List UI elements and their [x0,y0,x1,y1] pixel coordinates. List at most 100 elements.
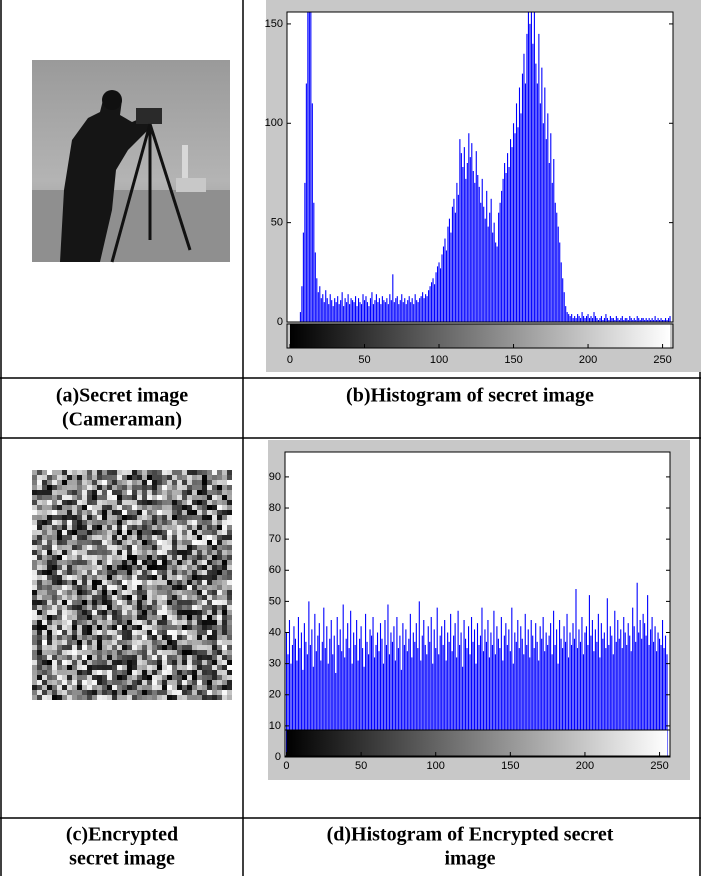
noise-pixel [122,695,127,700]
noise-pixel [202,565,207,570]
noise-pixel [52,590,57,595]
noise-pixel [192,655,197,660]
noise-pixel [62,530,67,535]
noise-pixel [62,665,67,670]
noise-pixel [182,520,187,525]
noise-pixel [87,685,92,690]
noise-pixel [157,680,162,685]
noise-pixel [217,495,222,500]
noise-pixel [117,650,122,655]
noise-pixel [157,660,162,665]
noise-pixel [152,530,157,535]
noise-pixel [77,590,82,595]
noise-pixel [147,635,152,640]
noise-pixel [137,645,142,650]
noise-pixel [147,480,152,485]
noise-pixel [227,480,232,485]
noise-pixel [177,500,182,505]
noise-pixel [162,690,167,695]
noise-pixel [57,550,62,555]
noise-pixel [222,485,227,490]
noise-pixel [162,610,167,615]
noise-pixel [182,485,187,490]
noise-pixel [217,645,222,650]
noise-pixel [182,610,187,615]
noise-pixel [82,510,87,515]
noise-pixel [127,585,132,590]
noise-pixel [67,560,72,565]
noise-pixel [142,615,147,620]
noise-pixel [92,470,97,475]
noise-pixel [37,575,42,580]
noise-pixel [172,645,177,650]
noise-pixel [212,595,217,600]
noise-pixel [227,585,232,590]
noise-pixel [67,500,72,505]
noise-pixel [87,680,92,685]
figure-table: (a)Secret image (Cameraman) (b)Histogram… [0,0,701,876]
noise-pixel [97,620,102,625]
noise-pixel [92,485,97,490]
noise-pixel [82,525,87,530]
noise-pixel [217,605,222,610]
noise-pixel [47,630,52,635]
noise-pixel [197,505,202,510]
noise-pixel [142,645,147,650]
noise-pixel [182,510,187,515]
noise-pixel [52,595,57,600]
noise-pixel [187,645,192,650]
noise-pixel [192,540,197,545]
noise-pixel [82,580,87,585]
noise-pixel [137,545,142,550]
noise-pixel [202,655,207,660]
noise-pixel [87,565,92,570]
noise-pixel [172,655,177,660]
noise-pixel [102,550,107,555]
noise-pixel [112,485,117,490]
noise-pixel [122,625,127,630]
noise-pixel [47,660,52,665]
noise-pixel [207,605,212,610]
noise-pixel [167,635,172,640]
noise-pixel [157,510,162,515]
noise-pixel [202,695,207,700]
noise-pixel [152,595,157,600]
noise-pixel [57,510,62,515]
noise-pixel [107,690,112,695]
noise-pixel [207,575,212,580]
noise-pixel [202,610,207,615]
noise-pixel [42,570,47,575]
noise-pixel [112,510,117,515]
noise-pixel [217,650,222,655]
noise-pixel [172,685,177,690]
y-tick-label: 80 [269,502,281,514]
noise-pixel [72,565,77,570]
noise-pixel [142,590,147,595]
noise-pixel [67,475,72,480]
noise-pixel [57,555,62,560]
noise-pixel [192,625,197,630]
noise-pixel [132,540,137,545]
noise-pixel [182,625,187,630]
noise-pixel [82,680,87,685]
noise-pixel [197,630,202,635]
noise-pixel [167,580,172,585]
noise-pixel [172,570,177,575]
noise-pixel [82,605,87,610]
noise-pixel [137,475,142,480]
noise-pixel [207,525,212,530]
noise-pixel [47,675,52,680]
noise-pixel [52,605,57,610]
noise-pixel [217,630,222,635]
noise-pixel [107,545,112,550]
noise-pixel [47,490,52,495]
y-tick-label: 90 [269,471,281,483]
noise-pixel [217,520,222,525]
noise-pixel [67,610,72,615]
noise-pixel [162,500,167,505]
noise-pixel [132,570,137,575]
noise-pixel [62,590,67,595]
noise-pixel [102,625,107,630]
noise-pixel [52,520,57,525]
noise-pixel [112,515,117,520]
